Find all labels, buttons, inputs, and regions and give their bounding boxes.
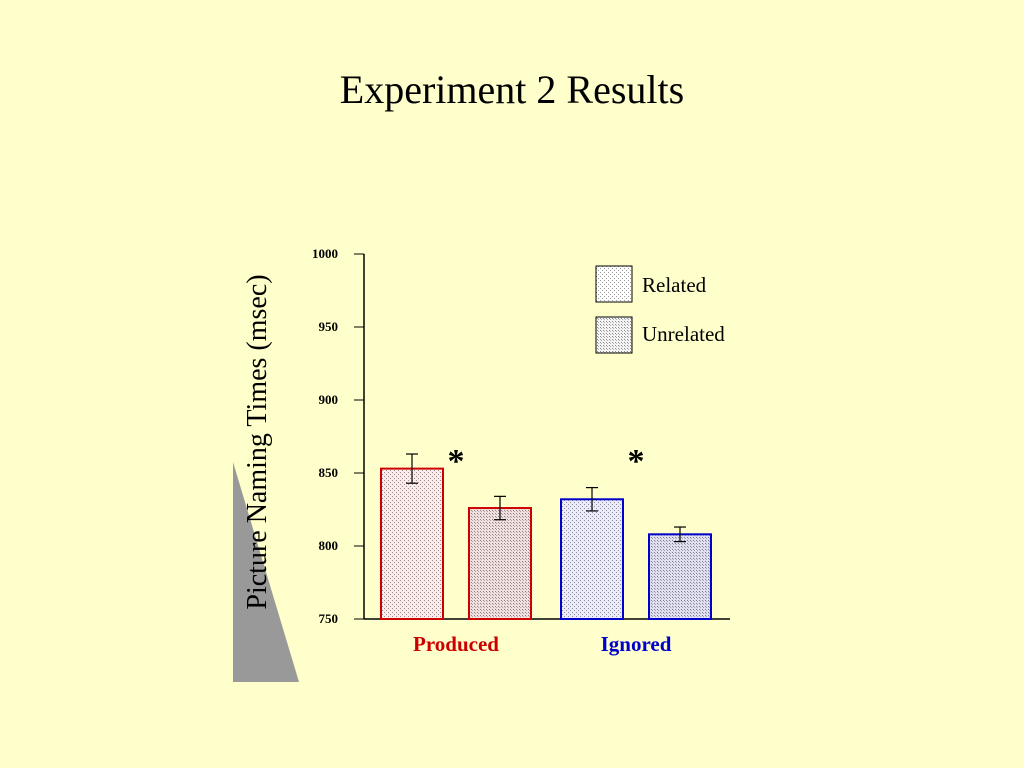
y-tick-label: 950 (319, 319, 339, 334)
legend-label-unrelated: Unrelated (642, 322, 725, 346)
legend: Related Unrelated (595, 265, 725, 354)
significance-markers: * * (448, 443, 645, 480)
bar-tint (470, 509, 530, 618)
y-tick-label: 1000 (312, 246, 338, 261)
slide-title: Experiment 2 Results (339, 67, 685, 112)
significance-marker: * (448, 443, 465, 480)
bar-tint (650, 535, 710, 618)
y-tick-label: 800 (319, 538, 339, 553)
y-tick-label: 900 (319, 392, 339, 407)
y-axis-label: Picture Naming Times (msec) (242, 274, 273, 609)
legend-label-related: Related (642, 273, 707, 297)
bars (380, 467, 712, 621)
y-tick-label: 750 (319, 611, 339, 626)
y-tick-label: 850 (319, 465, 339, 480)
bar-tint (562, 500, 622, 618)
decorative-wedge (233, 462, 299, 682)
legend-swatch-unrelated (595, 316, 633, 354)
category-label-ignored: Ignored (601, 632, 672, 656)
error-bars (406, 453, 686, 543)
category-label-produced: Produced (413, 632, 499, 656)
bar-tint (382, 469, 442, 618)
significance-marker: * (628, 443, 645, 480)
legend-swatch-related (595, 265, 633, 303)
category-labels: Produced Ignored (413, 632, 672, 656)
bar-ignored-unrelated (648, 533, 712, 621)
